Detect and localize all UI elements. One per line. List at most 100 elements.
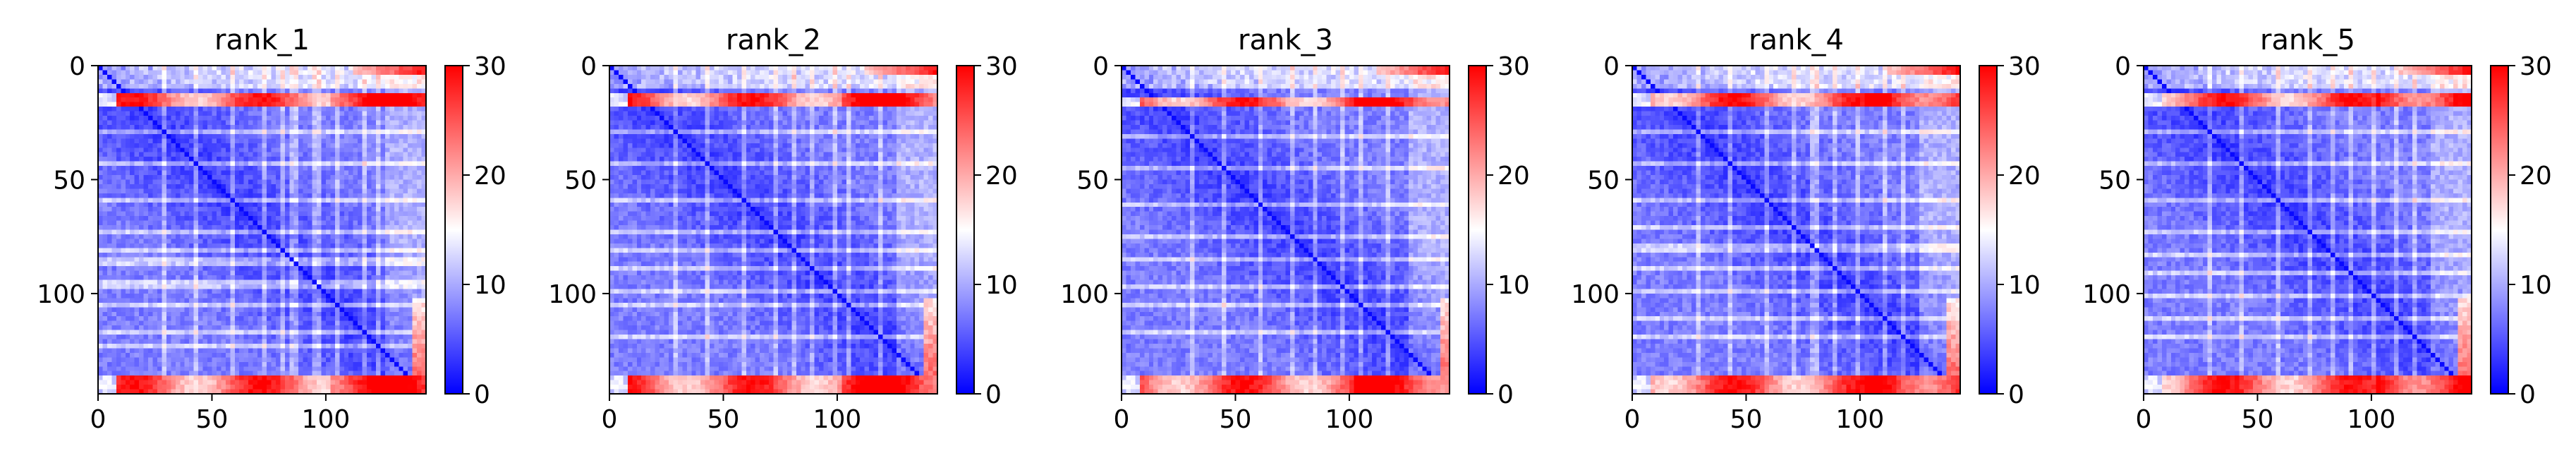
heatmap-cell [152,207,158,212]
heatmap-cell [175,380,181,385]
heatmap-cell [216,66,221,71]
heatmap-cell [143,166,149,172]
heatmap-cell [193,175,199,181]
heatmap-cell [207,102,213,107]
heatmap-cell [334,311,340,317]
heatmap-cell [358,207,363,212]
heatmap-cell [367,293,372,299]
heatmap-cell [121,111,126,116]
heatmap-cell [139,198,145,203]
heatmap-cell [421,325,427,331]
heatmap-cell [312,325,317,331]
heatmap-cell [125,116,130,121]
heatmap-cell [280,184,286,189]
heatmap-cell [130,298,135,303]
heatmap-cell [362,220,367,226]
heatmap-cell [284,88,290,94]
heatmap-cell [98,343,104,349]
heatmap-cell [275,275,281,281]
heatmap-cell [107,157,112,162]
heatmap-cell [253,129,258,135]
heatmap-cell [148,111,154,116]
heatmap-cell [280,193,286,198]
heatmap-cell [298,279,304,285]
heatmap-cell [189,207,195,212]
heatmap-cell [102,157,108,162]
heatmap-cell [271,170,277,176]
heatmap-cell [148,307,154,313]
heatmap-cell [162,152,167,157]
heatmap-cell [358,129,363,135]
heatmap-cell [98,229,104,235]
heatmap-cell [262,83,267,89]
heatmap-cell [380,261,386,267]
heatmap-cell [303,143,308,148]
heatmap-cell [293,298,299,303]
heatmap-cell [184,107,190,112]
heatmap-cell [358,243,363,248]
heatmap-cell [321,79,327,85]
heatmap-cell [289,234,295,240]
heatmap-cell [225,124,231,131]
heatmap-cell [107,188,112,194]
heatmap-cell [212,248,217,253]
heatmap-cell [367,229,372,235]
heatmap-cell [184,302,190,308]
heatmap-cell [198,371,204,376]
heatmap-cell [148,234,154,240]
heatmap-cell [139,234,145,240]
heatmap-cell [166,70,171,76]
heatmap-cell [166,198,171,203]
heatmap-cell [289,243,295,248]
heatmap-cell [380,124,386,131]
heatmap-cell [212,188,217,194]
heatmap-cell [198,97,204,103]
heatmap-cell [148,225,154,231]
heatmap-cell [280,120,286,126]
heatmap-cell [143,102,149,107]
heatmap-cell [102,70,108,76]
heatmap-cell [98,120,104,126]
heatmap-cell [334,83,340,89]
heatmap-cell [303,193,308,198]
heatmap-cell [271,375,277,381]
heatmap-cell [298,74,304,80]
heatmap-cell [139,79,145,85]
heatmap-cell [221,380,226,385]
heatmap-cell [262,220,267,226]
heatmap-cell [171,175,176,181]
heatmap-cell [308,184,313,189]
heatmap-cell [171,357,176,363]
heatmap-cell [152,302,158,308]
heatmap-cell [362,70,367,76]
heatmap-cell [334,234,340,240]
heatmap-cell [358,343,363,349]
heatmap-cell [367,120,372,126]
heatmap-cell [339,83,345,89]
heatmap-cell [308,70,313,76]
heatmap-cell [225,229,231,235]
heatmap-cell [130,380,135,385]
heatmap-cell [148,279,154,285]
heatmap-cell [371,302,377,308]
heatmap-cell [225,152,231,157]
heatmap-cell [171,207,176,212]
heatmap-cell [334,179,340,185]
heatmap-cell [239,148,245,153]
heatmap-cell [317,107,322,112]
heatmap-cell [275,316,281,322]
heatmap-cell [303,289,308,294]
heatmap-cell [421,252,427,258]
heatmap-cell [189,170,195,176]
heatmap-cell [212,175,217,181]
heatmap-cell [130,257,135,263]
heatmap-cell [389,170,395,176]
heatmap-cell [107,216,112,222]
heatmap-cell [157,220,163,226]
heatmap-cell [284,248,290,253]
heatmap-cell [207,243,213,248]
heatmap-cell [384,302,390,308]
heatmap-cell [216,193,221,198]
heatmap-cell [157,325,163,331]
heatmap-cell [262,148,267,153]
